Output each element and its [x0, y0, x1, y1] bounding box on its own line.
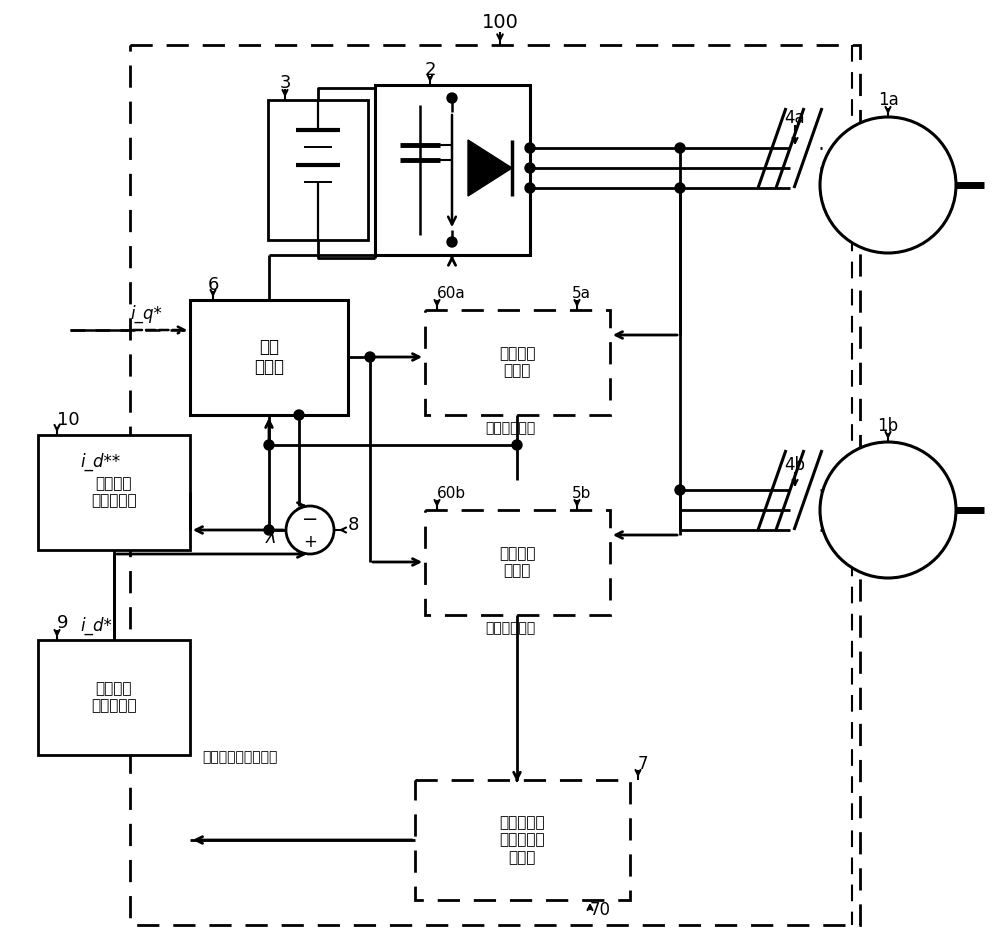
Text: 转矩电流的脉动分量: 转矩电流的脉动分量 [202, 750, 278, 764]
Text: 6: 6 [207, 276, 219, 294]
Text: 5b: 5b [572, 487, 591, 501]
Text: 8: 8 [348, 516, 359, 534]
Circle shape [525, 143, 535, 153]
Text: i_d**: i_d** [80, 453, 120, 471]
Circle shape [447, 93, 457, 103]
Text: 100: 100 [482, 12, 518, 31]
Bar [425, 310, 610, 415]
Text: 磁通电流
指令决定部: 磁通电流 指令决定部 [91, 681, 137, 713]
Bar [38, 435, 190, 550]
Text: 5a: 5a [572, 286, 591, 301]
Text: i_q*: i_q* [130, 305, 162, 323]
Text: i_d*: i_d* [80, 617, 112, 635]
Bar [130, 45, 860, 925]
Text: 磁极位置
推定部: 磁极位置 推定部 [499, 346, 535, 378]
Text: +: + [303, 533, 317, 551]
Circle shape [820, 117, 956, 253]
Text: 3: 3 [279, 74, 291, 92]
Text: λ: λ [265, 529, 276, 547]
Bar [268, 100, 368, 240]
Bar [375, 85, 530, 255]
Bar [415, 780, 630, 900]
Circle shape [294, 410, 304, 420]
Circle shape [675, 143, 685, 153]
Text: 推定磁极位置: 推定磁极位置 [485, 421, 535, 435]
Text: 4b: 4b [784, 456, 806, 474]
Circle shape [525, 163, 535, 173]
Circle shape [447, 237, 457, 247]
Text: 1a: 1a [878, 91, 898, 109]
Circle shape [675, 485, 685, 495]
Circle shape [264, 525, 274, 535]
Text: 60a: 60a [437, 286, 466, 301]
Text: 2: 2 [424, 61, 436, 79]
Circle shape [820, 442, 956, 578]
Circle shape [512, 440, 522, 450]
Text: 9: 9 [57, 614, 68, 632]
Text: 7: 7 [638, 755, 648, 773]
Polygon shape [468, 140, 512, 196]
Text: 4a: 4a [785, 109, 805, 127]
Text: 副侧转矩电
流脉动分量
提取部: 副侧转矩电 流脉动分量 提取部 [499, 815, 545, 864]
Text: 推定磁极位置: 推定磁极位置 [485, 621, 535, 635]
Circle shape [525, 183, 535, 193]
Circle shape [365, 352, 375, 362]
Text: 1b: 1b [877, 417, 899, 435]
Text: −: − [302, 511, 318, 530]
Text: 磁极位置
推定部: 磁极位置 推定部 [499, 546, 535, 578]
Text: 60b: 60b [437, 487, 466, 501]
Text: 10: 10 [57, 411, 80, 429]
Bar [425, 510, 610, 615]
Circle shape [675, 183, 685, 193]
Text: 磁通电流
指令补偿部: 磁通电流 指令补偿部 [91, 476, 137, 508]
Circle shape [286, 506, 334, 554]
Bar [38, 640, 190, 755]
Text: 70: 70 [590, 901, 611, 919]
Text: 电流
控制部: 电流 控制部 [254, 338, 284, 377]
Bar [190, 300, 348, 415]
Circle shape [264, 440, 274, 450]
